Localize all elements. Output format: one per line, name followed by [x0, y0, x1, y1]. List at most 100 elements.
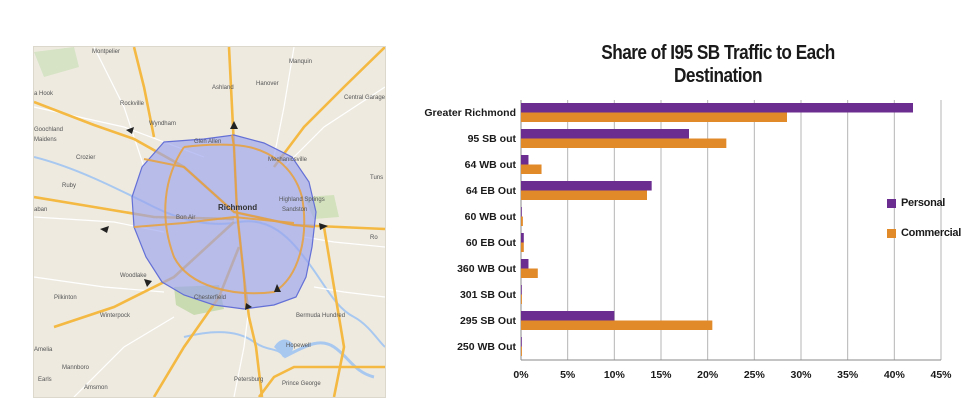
x-tick-label: 45%: [930, 369, 952, 381]
map-label-hopewell: Hopewell: [286, 343, 311, 349]
map-label-chesterfield: Chesterfield: [194, 295, 227, 301]
bar-personal: [521, 259, 529, 269]
chart-title: Share of I95 SB Traffic to Each Destinat…: [601, 42, 835, 87]
map-label-tunstall: Tuns: [370, 175, 384, 181]
category-label: 64 EB Out: [466, 185, 517, 197]
bar-commercial: [521, 216, 523, 226]
boundary-markers: [100, 121, 328, 310]
legend-label-personal: Personal: [901, 197, 946, 209]
map-label-wyndham: Wyndham: [149, 121, 176, 127]
bar-personal: [521, 129, 689, 139]
bar-commercial: [521, 294, 522, 304]
x-tick-label: 35%: [837, 369, 859, 381]
legend-item-personal: Personal: [887, 195, 961, 211]
map-label-montpelier: Montpelier: [92, 49, 121, 55]
map-label-highland-springs: Highland Springs: [279, 197, 325, 203]
map-label-glen-allen: Glen Allen: [194, 139, 222, 145]
map-label-ro: Ro: [370, 235, 378, 241]
map-label-pilkinton: Pilkinton: [54, 295, 77, 301]
category-label: 60 EB Out: [466, 237, 517, 249]
bar-commercial: [521, 242, 524, 252]
bar-commercial: [521, 320, 713, 330]
marker-west: [100, 226, 109, 233]
map-label-hanover: Hanover: [256, 81, 279, 87]
category-label: Greater Richmond: [424, 107, 516, 119]
map-label-woodlake: Woodlake: [120, 273, 147, 279]
route-360-ne: [272, 47, 385, 168]
map-label-prince-george: Prince George: [282, 381, 321, 387]
appomattox-river: [283, 341, 375, 379]
map-graphic: [34, 47, 385, 397]
category-label: 301 SB Out: [460, 289, 517, 301]
bar-personal: [521, 337, 522, 347]
park-area: [34, 47, 79, 77]
map-label-manquin: Manquin: [289, 59, 313, 65]
category-label: 360 WB Out: [457, 263, 516, 275]
traffic-share-chart: Share of I95 SB Traffic to Each Destinat…: [410, 30, 970, 400]
bar-commercial: [521, 346, 522, 356]
lake: [274, 339, 294, 356]
bar-commercial: [521, 268, 538, 278]
bar-commercial: [521, 138, 727, 148]
map-label-bon-air: Bon Air: [176, 215, 196, 221]
map-label-petersburg: Petersburg: [234, 377, 264, 383]
route-295-s: [322, 226, 346, 397]
bar-personal: [521, 311, 615, 321]
x-tick-label: 0%: [513, 369, 529, 381]
x-tick-label: 15%: [650, 369, 672, 381]
bar-commercial: [521, 190, 647, 200]
bar-commercial: [521, 112, 787, 122]
map-label-amelia: Amelia: [34, 347, 53, 353]
category-label: 250 WB Out: [457, 341, 516, 353]
map-label-crozier: Crozier: [76, 155, 96, 161]
map-label-earls: Earls: [38, 377, 52, 383]
category-label: 95 SB out: [468, 133, 517, 145]
x-tick-label: 10%: [604, 369, 626, 381]
marker-se: [274, 284, 281, 292]
regional-map: Montpelier Manquin Ashland Hanover Centr…: [33, 46, 386, 398]
map-label-goochland: Goochland: [34, 127, 64, 133]
route-33: [132, 47, 156, 138]
category-label: 60 WB out: [465, 211, 517, 223]
bar-personal: [521, 233, 524, 243]
creek: [183, 331, 285, 358]
map-label-amsmon: Amsmon: [84, 385, 108, 391]
chart-legend: Personal Commercial: [887, 195, 961, 255]
marker-south: [245, 303, 252, 310]
map-label-richmond: Richmond: [218, 203, 258, 212]
bar-commercial: [521, 164, 542, 174]
chart-plot: 0% 5% 10% 15% 20% 25% 30% 35% 40% 45% Greater Rich…: [424, 100, 952, 381]
map-label-hook: a Hook: [34, 91, 54, 97]
map-label-mannboro: Mannboro: [62, 365, 90, 371]
map-label-bermuda-hundred: Bermuda Hundred: [296, 313, 346, 319]
map-label-winterpock: Winterpock: [100, 313, 131, 319]
map-label-central-garage: Central Garage: [344, 95, 386, 101]
map-label-aban: aban: [34, 207, 48, 213]
marker-sw: [144, 279, 152, 287]
legend-swatch-personal: [887, 198, 896, 208]
map-label-ruby: Ruby: [62, 183, 77, 189]
map-label-mechanicsville: Mechanicsville: [268, 157, 308, 163]
greater-richmond-region: [131, 134, 317, 310]
category-label: 295 SB Out: [460, 315, 517, 327]
x-tick-label: 5%: [560, 369, 576, 381]
map-label-ashland: Ashland: [212, 85, 234, 91]
x-tick-label: 30%: [790, 369, 812, 381]
x-tick-label: 40%: [884, 369, 906, 381]
legend-item-commercial: Commercial: [887, 225, 961, 241]
x-tick-label: 25%: [744, 369, 766, 381]
legend-swatch-commercial: [887, 228, 896, 238]
map-label-sandston: Sandston: [282, 207, 308, 213]
marker-north: [230, 121, 238, 129]
bar-personal: [521, 285, 522, 295]
route-460: [257, 365, 385, 397]
region-highways: [133, 134, 315, 310]
legend-label-commercial: Commercial: [901, 227, 961, 239]
bar-personal: [521, 155, 529, 165]
x-tick-label: 20%: [697, 369, 719, 381]
map-label-maidens: Maidens: [34, 137, 57, 143]
bar-personal: [521, 207, 522, 217]
category-label: 64 WB out: [465, 159, 517, 171]
bar-personal: [521, 181, 652, 191]
marker-nw: [126, 127, 134, 134]
